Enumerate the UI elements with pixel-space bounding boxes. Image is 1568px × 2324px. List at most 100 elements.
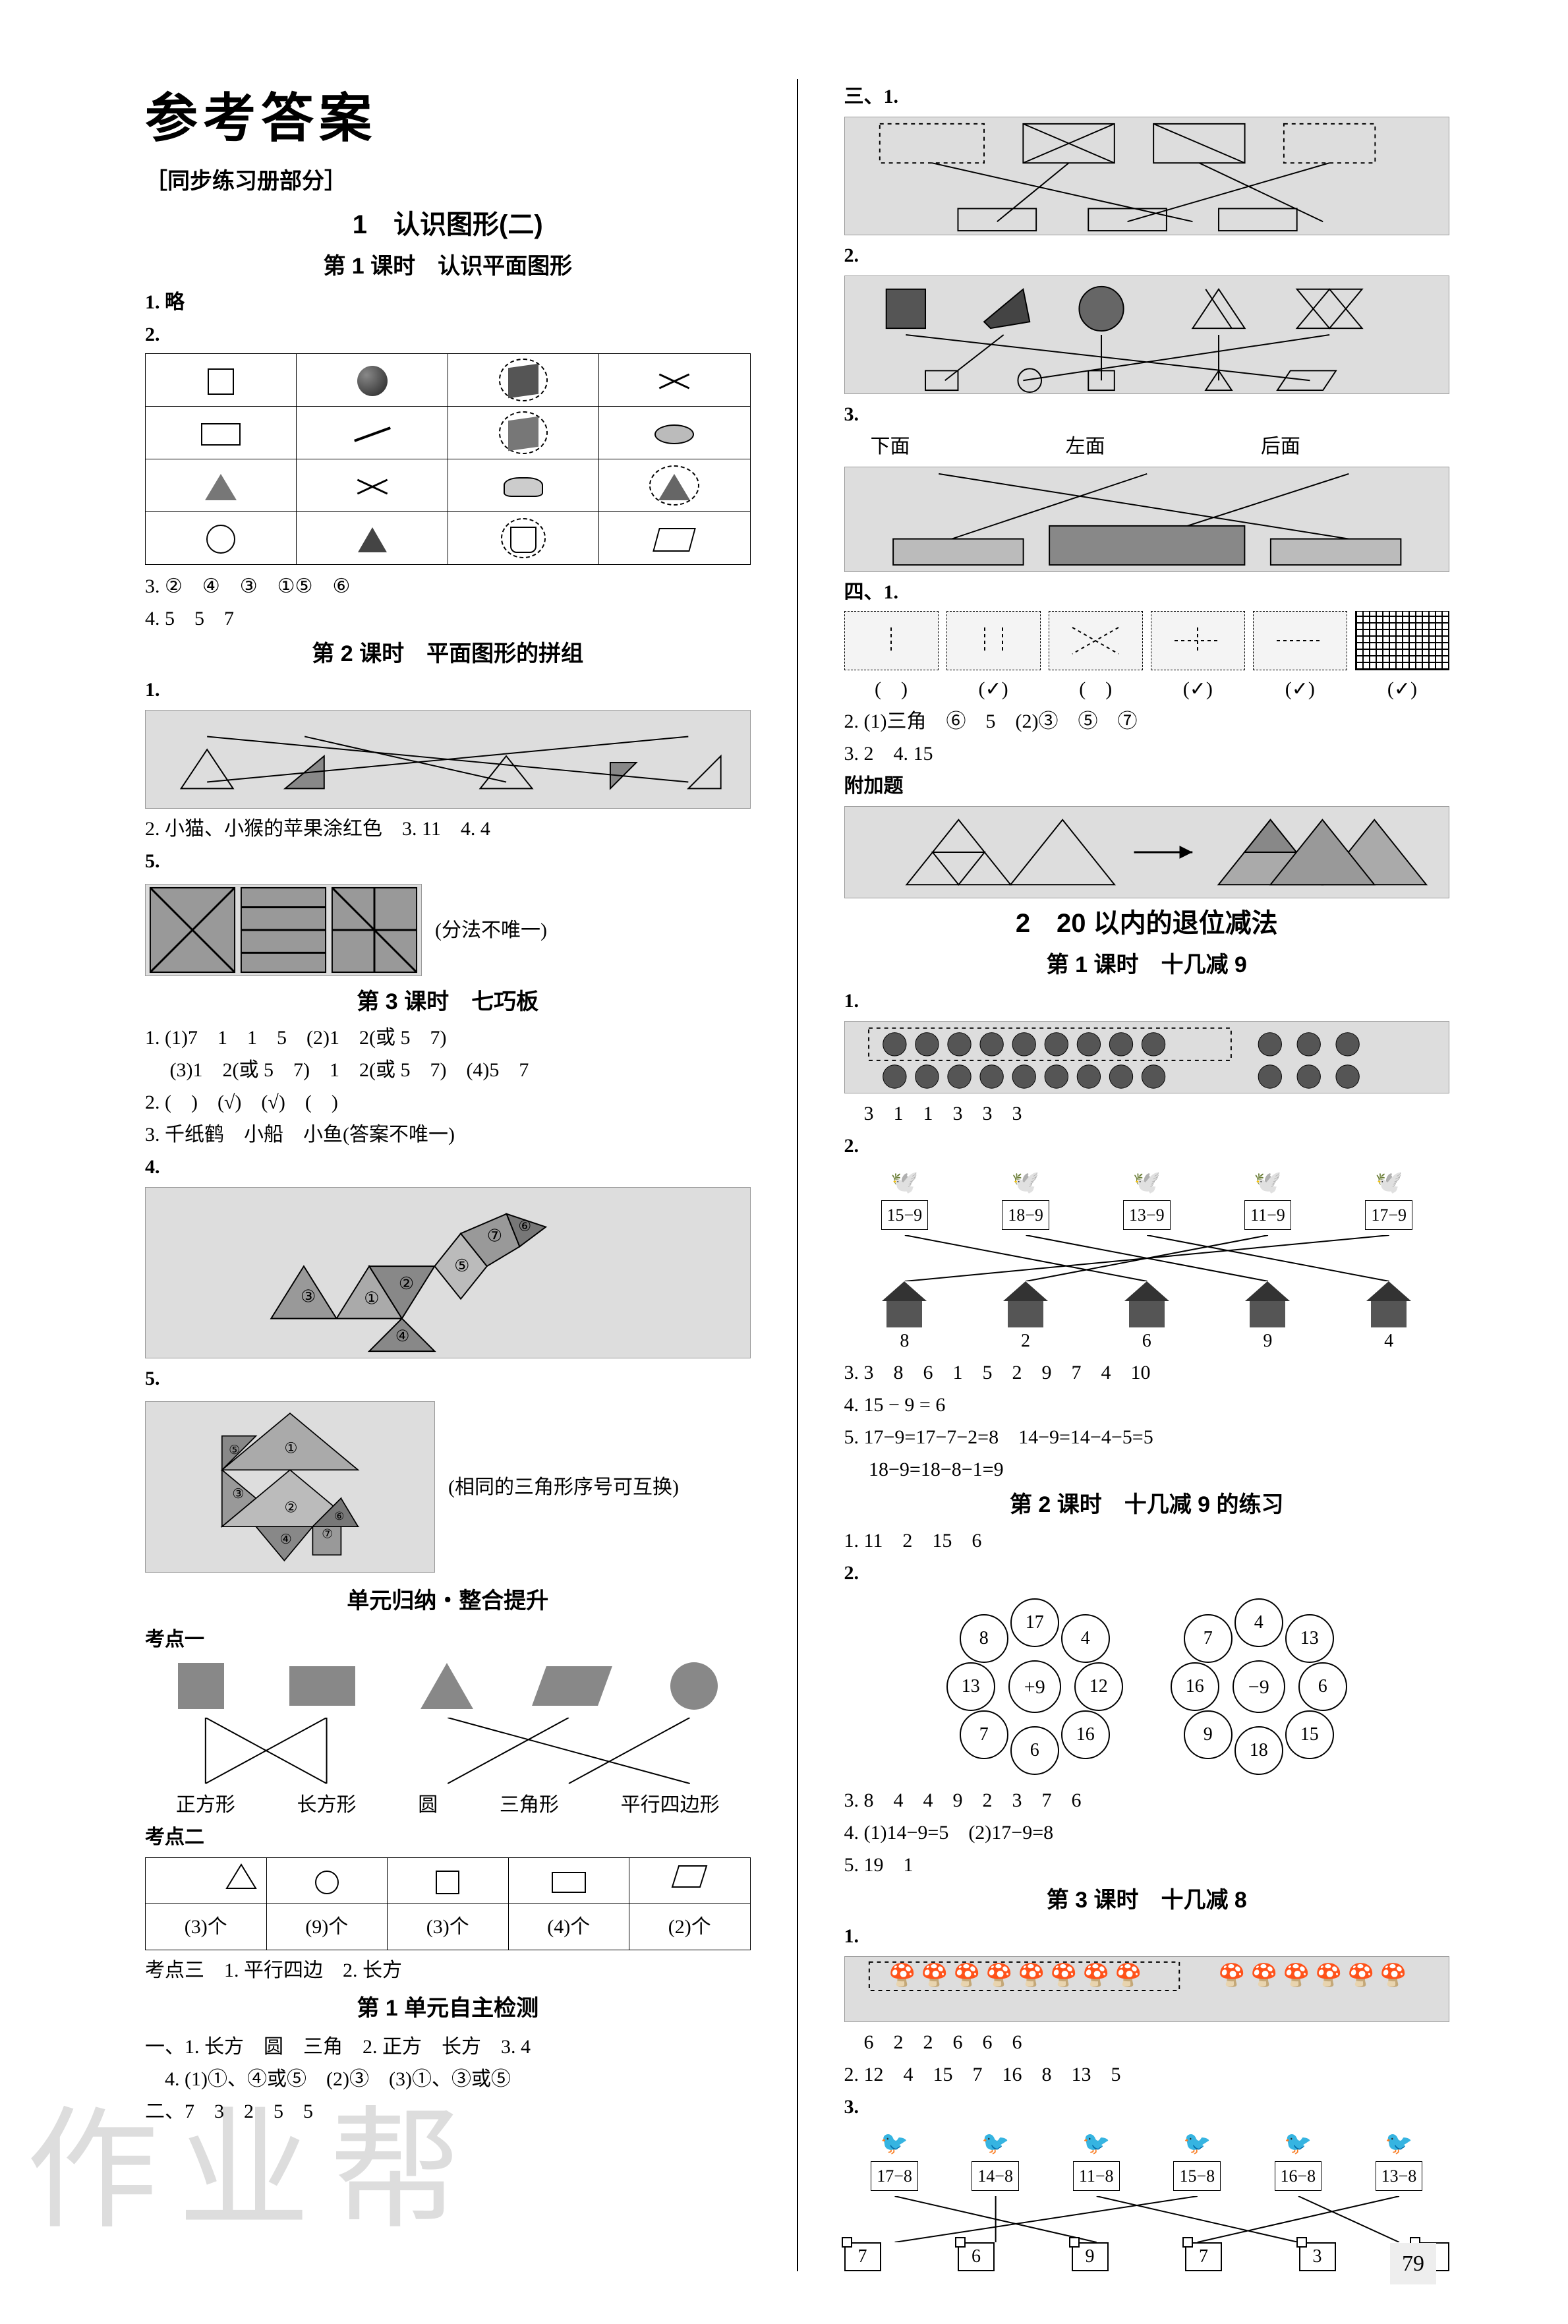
svg-text:③: ③ — [301, 1287, 316, 1306]
lesson3-title: 第 3 课时 七巧板 — [145, 985, 751, 1019]
l3-q2: 2. ( ) (√) (√) ( ) — [145, 1088, 751, 1117]
bc3: 15−8 — [1173, 2161, 1221, 2191]
tangram-horse: ③ ① ② ⑤ ⑦ ⑥ ④ — [145, 1187, 751, 1358]
si3: 3. 2 4. 15 — [844, 739, 1450, 769]
l2-q1-label: 1. — [145, 675, 751, 705]
cuboid-icon — [653, 528, 696, 552]
svg-text:⑦: ⑦ — [322, 1527, 333, 1541]
u2-q2-fig: 🕊️15−9 🕊️18−9 🕊️13−9 🕊️11−9 🕊️17−9 8 2 — [844, 1166, 1450, 1355]
chk3: (✓) — [1151, 674, 1245, 704]
u2-q1-label: 1. — [844, 986, 1450, 1016]
flower1: +9 17 4 8 13 12 16 7 6 — [943, 1594, 1127, 1779]
si1-checks: ( ) (✓) ( ) (✓) (✓) (✓) — [844, 674, 1450, 704]
u2l3-q3-label: 3. — [844, 2092, 1450, 2122]
bird-icon: 🕊️ — [890, 1171, 918, 1195]
san3-w0: 下面 — [871, 432, 1059, 461]
flower2: −9 4 13 7 16 6 15 9 18 — [1167, 1594, 1351, 1779]
u2l3-q3-fig: 🐦17−8 🐦14−8 🐦11−8 🐦15−8 🐦16−8 🐦13−8 — [844, 2127, 1450, 2271]
flower1-center: +9 — [1008, 1660, 1061, 1713]
page-number: 79 — [1390, 2243, 1436, 2284]
kd2-c3: (4)个 — [508, 1904, 629, 1950]
flower2-center: −9 — [1233, 1660, 1285, 1713]
kd1-labels: 正方形 长方形 圆 三角形 平行四边形 — [145, 1790, 751, 1820]
lesson1-title: 第 1 课时 认识平面图形 — [145, 250, 751, 283]
t1-l1: 一、1. 长方 圆 三角 2. 正方 长方 3. 4 — [145, 2032, 751, 2062]
u2-q2-lines — [844, 1235, 1450, 1281]
u2-q3: 3. 3 8 6 1 5 2 9 7 4 10 — [844, 1358, 1450, 1387]
bird-icon: 🕊️ — [1375, 1171, 1403, 1195]
svg-text:🍄: 🍄 — [1218, 1962, 1245, 1988]
t1-l3: 二、7 3 2 5 5 — [145, 2097, 751, 2126]
circled-cube — [499, 359, 548, 401]
l3-q5-note: (相同的三角形序号可互换) — [448, 1472, 679, 1502]
a0: 7 — [844, 2242, 881, 2271]
tangram-house: ① ⑤ ③ ② ④ ⑦ ⑥ — [145, 1401, 435, 1573]
u2-q2-label: 2. — [844, 1131, 1450, 1161]
kd2-c0: (3)个 — [146, 1904, 267, 1950]
kd2-c1: (9)个 — [266, 1904, 388, 1950]
chopsticks-icon — [356, 474, 389, 500]
circle-icon — [206, 525, 235, 554]
bird-icon: 🐦 — [1183, 2132, 1211, 2156]
icon-table — [145, 353, 751, 565]
u2l3-q1-nums: 6 2 2 6 6 6 — [864, 2027, 1450, 2057]
chk0: ( ) — [844, 674, 939, 704]
svg-text:🍄: 🍄 — [1250, 1962, 1277, 1988]
l2-q2: 2. 小猫、小猴的苹果涂红色 3. 11 4. 4 — [145, 814, 751, 844]
h3: 9 — [1263, 1331, 1272, 1351]
bird-icon: 🐦 — [981, 2132, 1009, 2156]
chk2: ( ) — [1049, 674, 1143, 704]
u2-q5b: 18−9=18−8−1=9 — [844, 1455, 1450, 1484]
main-title: 参考答案 — [145, 79, 751, 158]
food-icon — [654, 424, 694, 444]
svg-text:🍄: 🍄 — [1050, 1962, 1077, 1988]
kd2-c4: (2)个 — [629, 1904, 751, 1950]
guina-title: 单元归纳・整合提升 — [145, 1584, 751, 1618]
u2-lesson3: 第 3 课时 十几减 8 — [844, 1884, 1450, 1917]
u2l2-q1: 1. 11 2 15 6 — [844, 1526, 1450, 1555]
bird-icon: 🐦 — [1284, 2132, 1312, 2156]
bird-icon: 🐦 — [1082, 2132, 1110, 2156]
column-divider — [797, 79, 798, 2271]
svg-text:🍄: 🍄 — [1283, 1962, 1310, 1988]
svg-text:🍄: 🍄 — [1018, 1962, 1045, 1988]
bracket-title: ［同步练习册部分］ — [145, 165, 751, 198]
unit2-title: 2 20 以内的退位减法 — [844, 904, 1450, 943]
h2: 6 — [1142, 1331, 1151, 1351]
san1-figure — [844, 117, 1450, 235]
svg-text:🍄: 🍄 — [888, 1962, 915, 1988]
h4: 4 — [1384, 1331, 1393, 1351]
a4: 3 — [1299, 2242, 1336, 2271]
bc1: 14−8 — [972, 2161, 1019, 2191]
svg-text:🍄: 🍄 — [1379, 1962, 1407, 1988]
bird-icon: 🕊️ — [1254, 1171, 1281, 1195]
l2-q5-label: 5. — [145, 846, 751, 876]
triangle-icon — [205, 474, 237, 500]
svg-text:⑤: ⑤ — [454, 1256, 469, 1275]
q1: 1. 略 — [145, 287, 751, 317]
l3-q5-label: 5. — [145, 1364, 751, 1393]
san3-w1: 左面 — [1066, 432, 1254, 461]
kd1-matching — [145, 1718, 751, 1790]
u2l2-q2-label: 2. — [844, 1558, 1450, 1588]
test1-title: 第 1 单元自主检测 — [145, 1992, 751, 2025]
san2-figure — [844, 276, 1450, 394]
bc2: 11−8 — [1073, 2161, 1120, 2191]
l2-q5-figure — [145, 884, 422, 976]
a2: 9 — [1072, 2242, 1109, 2271]
lbl-circle: 圆 — [418, 1790, 438, 1820]
a3: 7 — [1185, 2242, 1222, 2271]
h0: 8 — [900, 1331, 909, 1351]
u2l3-q2: 2. 12 4 15 7 16 8 13 5 — [844, 2060, 1450, 2089]
u2-q1-nums: 3 1 1 3 3 3 — [864, 1099, 1450, 1128]
chk4: (✓) — [1253, 674, 1347, 704]
gray-square — [178, 1663, 224, 1709]
thumb4 — [1151, 611, 1245, 670]
h1: 2 — [1021, 1331, 1030, 1351]
u2-q1-fig — [844, 1021, 1450, 1093]
san1-label: 三、1. — [844, 82, 1450, 111]
si1-thumbs — [844, 611, 1450, 670]
svg-text:🍄: 🍄 — [1082, 1962, 1109, 1988]
fujia-label: 附加题 — [844, 771, 1450, 801]
chk1: (✓) — [946, 674, 1041, 704]
